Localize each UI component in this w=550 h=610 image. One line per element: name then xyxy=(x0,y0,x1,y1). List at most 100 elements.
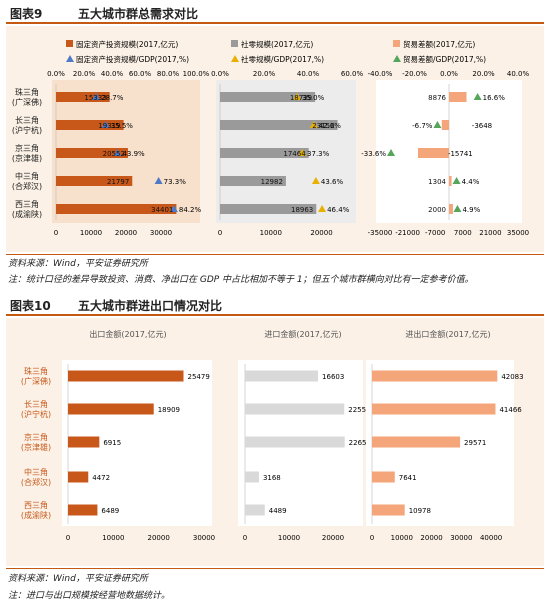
trade-value-label-1: 8876 xyxy=(428,94,446,102)
fixed-bar-4 xyxy=(56,176,133,186)
trade-ratio-label-3: -33.6% xyxy=(361,150,386,158)
retail-value-label-5: 18963 xyxy=(291,206,313,214)
export-bar-3 xyxy=(68,436,100,448)
trade-bar-1 xyxy=(449,92,467,102)
fixed-value-label-3: 20552 xyxy=(103,150,125,158)
fig9-category-3-line1: 京三角 xyxy=(15,143,39,153)
fixed-bar-3 xyxy=(56,148,128,158)
export-x-tick-4: 30000 xyxy=(193,534,215,542)
trade-total-value-label-1: 42083 xyxy=(501,373,523,381)
fixed-ratio-label-3: 43.9% xyxy=(122,150,145,158)
fig10-category-2-line2: (沪宁杭) xyxy=(21,409,51,419)
import-value-label-5: 4489 xyxy=(269,507,287,515)
fixed-ratio-marker-1 xyxy=(92,93,101,100)
fig9-category-1-line1: 珠三角 xyxy=(15,87,39,97)
fixed-ratio-label-5: 84.2% xyxy=(179,206,202,214)
trade-total-x-tick-3: 20000 xyxy=(420,534,442,542)
retail-top-tick-2: 20.0% xyxy=(253,70,276,78)
retail-x-tick-1: 0 xyxy=(218,229,222,237)
retail-value-label-2: 23152 xyxy=(312,122,334,130)
export-bar-2 xyxy=(68,403,154,415)
fixed-value-label-5: 34401 xyxy=(151,206,173,214)
fig9-category-2-line2: (沪宁杭) xyxy=(12,125,42,135)
retail-value-label-4: 12982 xyxy=(261,178,283,186)
retail-legend-swatch xyxy=(231,40,238,47)
trade-legend-swatch xyxy=(393,40,400,47)
trade-total-value-label-2: 41466 xyxy=(499,406,522,414)
retail-value-label-1: 18739 xyxy=(290,94,312,102)
trade-total-value-label-3: 29571 xyxy=(464,439,486,447)
trade-total-bar-5 xyxy=(372,504,405,516)
trade-total-bar-1 xyxy=(372,370,498,382)
export-value-label-4: 4472 xyxy=(92,474,110,482)
fixed-legend-swatch xyxy=(66,40,73,47)
fixed-bar-2 xyxy=(56,120,124,130)
fixed-top-tick-3: 40.0% xyxy=(101,70,124,78)
figure9-number: 图表9 xyxy=(10,7,43,21)
fixed-value-label-1: 15333 xyxy=(84,94,106,102)
trade-value-label-5: 2000 xyxy=(428,206,446,214)
trade-total-chart-title: 进出口金额(2017,亿元) xyxy=(405,329,490,339)
import-value-label-1: 16603 xyxy=(322,373,344,381)
retail-legend-triangle xyxy=(231,55,239,62)
export-x-tick-2: 10000 xyxy=(102,534,124,542)
figure9-title: 五大城市群总需求对比 xyxy=(78,7,199,21)
retail-x-tick-3: 20000 xyxy=(310,229,332,237)
trade-total-x-tick-1: 0 xyxy=(370,534,374,542)
import-value-label-3: 22656 xyxy=(349,439,372,447)
trade-legend-triangle xyxy=(393,55,401,62)
figure9-source: 资料来源：Wind，平安证券研究所 xyxy=(8,259,148,269)
import-bar-4 xyxy=(245,471,259,483)
fixed-x-tick-4: 30000 xyxy=(150,229,172,237)
fixed-ratio-marker-5 xyxy=(169,205,178,212)
figure9-header: 图表9 五大城市群总需求对比 xyxy=(6,4,544,24)
fig10-category-5-line2: (成渝陕) xyxy=(21,510,51,520)
retail-legend-bar-label: 社零规模(2017,亿元) xyxy=(241,39,313,49)
export-value-label-1: 25479 xyxy=(188,373,210,381)
trade-x-tick-1: -35000 xyxy=(368,229,393,237)
fig10-category-3-line1: 京三角 xyxy=(24,432,48,442)
retail-ratio-label-1: 35.0% xyxy=(302,94,325,102)
retail-top-tick-1: 0.0% xyxy=(211,70,229,78)
figure10-title: 五大城市群进出口情况对比 xyxy=(78,299,223,313)
retail-bar-3 xyxy=(220,148,309,158)
fixed-legend-ratio-label: 固定资产投资规模/GDP(2017,%) xyxy=(76,54,189,64)
import-bar-5 xyxy=(245,504,265,516)
trade-top-tick-2: -20.0% xyxy=(402,70,427,78)
retail-ratio-label-2: 42.6% xyxy=(319,122,342,130)
fig9-category-4-line2: (合郑汉) xyxy=(12,181,42,191)
retail-x-tick-2: 10000 xyxy=(260,229,282,237)
retail-ratio-label-5: 46.4% xyxy=(327,206,350,214)
trade-total-bar-3 xyxy=(372,436,461,448)
retail-bar-5 xyxy=(220,204,317,214)
trade-total-bar-4 xyxy=(372,471,395,483)
fixed-legend-bar-label: 固定资产投资规模(2017,亿元) xyxy=(76,39,178,49)
trade-ratio-label-4: 4.4% xyxy=(462,178,480,186)
retail-ratio-marker-5 xyxy=(318,205,327,212)
export-value-label-2: 18909 xyxy=(158,406,180,414)
fixed-ratio-marker-4 xyxy=(154,177,163,184)
trade-top-tick-3: 0.0% xyxy=(440,70,458,78)
export-chart-title: 出口金额(2017,亿元) xyxy=(89,329,166,339)
trade-value-label-3: -15741 xyxy=(448,150,473,158)
fixed-bar-5 xyxy=(56,204,177,214)
export-x-tick-1: 0 xyxy=(66,534,70,542)
import-x-tick-2: 10000 xyxy=(278,534,300,542)
retail-top-tick-4: 60.0% xyxy=(341,70,364,78)
fig9-category-3-line2: (京津雄) xyxy=(12,153,42,163)
trade-total-bar-2 xyxy=(372,403,496,415)
trade-x-tick-5: 21000 xyxy=(479,229,501,237)
retail-top-tick-3: 40.0% xyxy=(297,70,320,78)
import-x-tick-1: 0 xyxy=(243,534,247,542)
fig9-category-4-line1: 中三角 xyxy=(15,171,39,181)
retail-ratio-marker-2 xyxy=(309,121,318,128)
figure9-chart: 珠三角(广深佛) 长三角(沪宁杭) 京三角(京津雄) 中三角(合郑汉) 西三角(成渝陕)… xyxy=(12,39,530,237)
fig10-category-4-line1: 中三角 xyxy=(24,467,48,477)
trade-bar-5 xyxy=(449,204,453,214)
export-bar-5 xyxy=(68,504,98,516)
fixed-top-tick-6: 100.0% xyxy=(183,70,210,78)
import-x-tick-3: 20000 xyxy=(322,534,344,542)
figure10-note: 注：进口与出口规模按经营地数据统计。 xyxy=(8,591,171,601)
fixed-x-tick-3: 20000 xyxy=(115,229,137,237)
